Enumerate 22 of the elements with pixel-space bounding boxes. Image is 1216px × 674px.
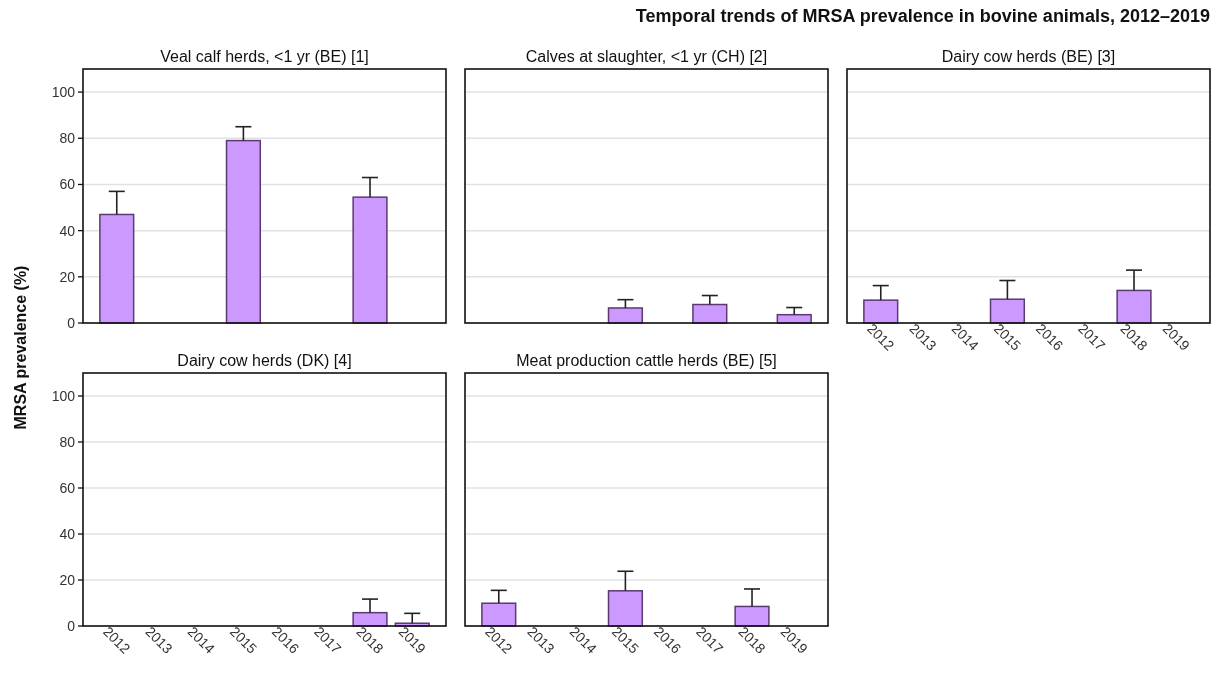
y-tick-label: 0 (67, 617, 76, 634)
y-tick-label: 0 (67, 314, 76, 331)
y-tick-label: 80 (59, 433, 76, 450)
y-tick-label: 20 (59, 571, 76, 588)
text: Temporal trends of MRSA prevalence in bovine animals, 2012–2019 (635, 6, 1210, 26)
chart-title: Meat production cattle herds (BE) [5] (516, 352, 777, 369)
y-tick-label: 40 (59, 525, 76, 542)
y-tick-label: 100 (51, 83, 76, 100)
chart-title: Dairy cow herds (BE) [3] (941, 48, 1116, 65)
chart-title: Calves at slaughter, <1 yr (CH) [2] (525, 48, 768, 65)
y-tick-label: 60 (59, 176, 76, 193)
y-tick-label: 40 (59, 222, 76, 239)
y-axis-title: MRSA prevalence (%) (12, 265, 29, 430)
y-tick-label: 80 (59, 130, 76, 147)
y-tick-label: 60 (59, 479, 76, 496)
bar (99, 213, 135, 324)
chart-title: Dairy cow herds (DK) [4] (177, 352, 352, 369)
bar (225, 139, 262, 324)
y-tick-label: 20 (59, 268, 76, 285)
bar (352, 196, 388, 324)
chart-title: Veal calf herds, <1 yr (BE) [1] (160, 48, 369, 65)
y-tick-label: 100 (51, 387, 76, 404)
